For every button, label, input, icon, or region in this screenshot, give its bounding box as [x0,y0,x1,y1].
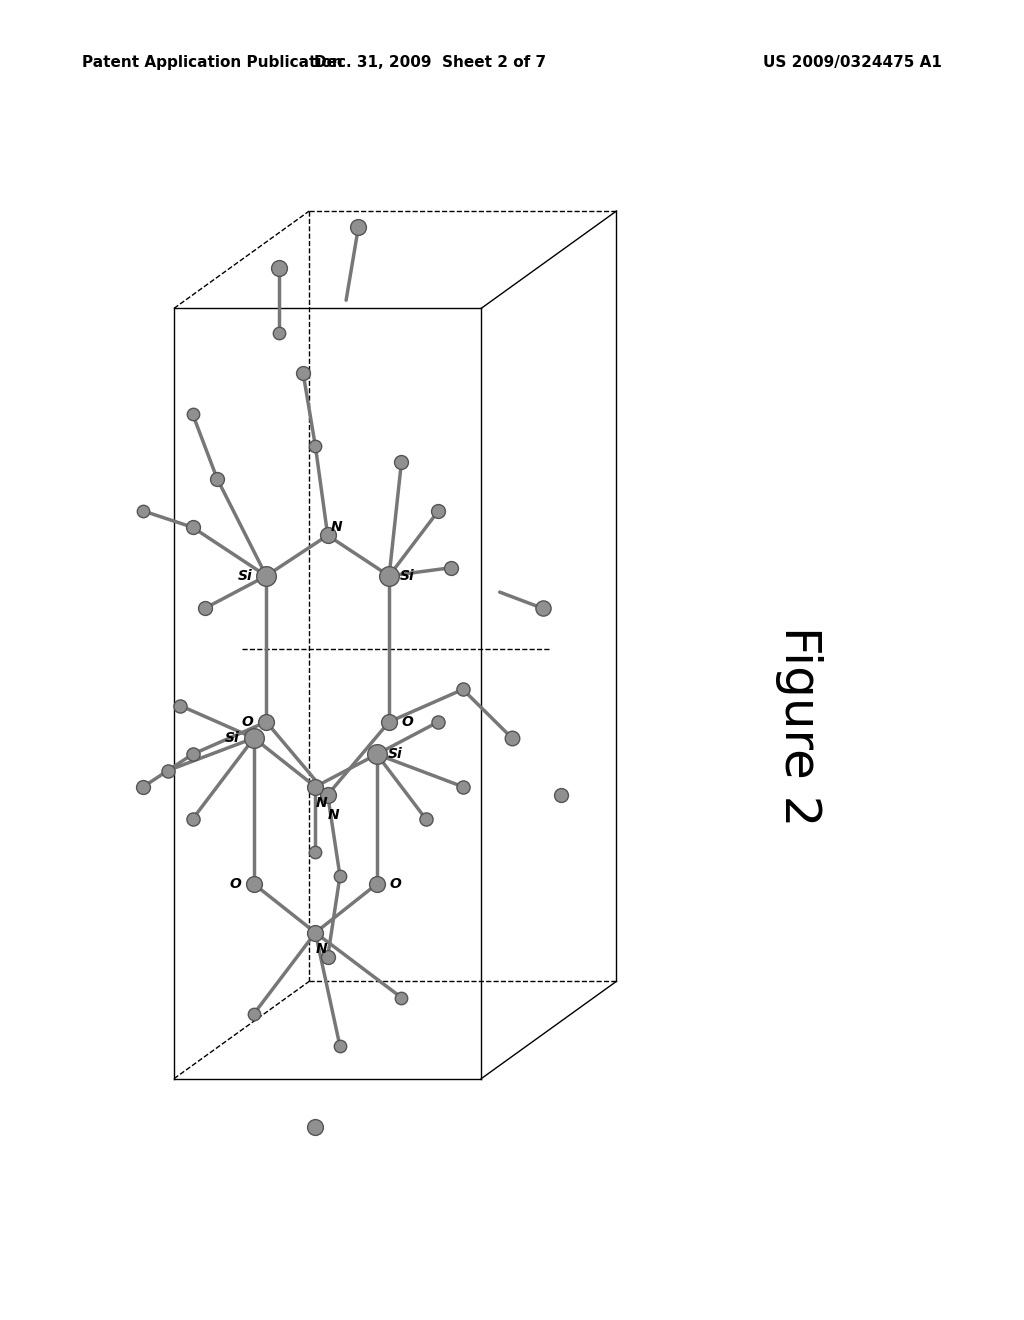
Point [270,322,287,343]
Text: Dec. 31, 2009  Sheet 2 of 7: Dec. 31, 2009 Sheet 2 of 7 [314,55,546,70]
Point [184,743,201,764]
Text: O: O [401,715,414,729]
Point [135,776,152,797]
Point [184,809,201,830]
Point [258,711,274,733]
Point [246,874,262,895]
Text: O: O [229,876,242,891]
Point [307,776,324,797]
Point [172,696,188,717]
Point [307,923,324,944]
Point [319,946,336,968]
Point [504,727,520,748]
Text: N: N [328,808,340,822]
Point [307,1117,324,1138]
Text: Si: Si [225,731,240,744]
Point [430,500,446,521]
Point [270,257,287,279]
Point [295,363,311,384]
Point [197,598,213,619]
Point [246,727,262,748]
Point [258,565,274,586]
Point [184,403,201,424]
Text: Si: Si [238,569,252,583]
Point [369,743,385,764]
Point [350,216,367,238]
Point [332,1036,348,1057]
Point [332,866,348,887]
Text: Si: Si [400,569,415,583]
Point [209,469,225,490]
Point [381,565,397,586]
Text: Si: Si [388,747,402,762]
Point [307,436,324,457]
Text: US 2009/0324475 A1: US 2009/0324475 A1 [763,55,942,70]
Point [369,874,385,895]
Point [246,1003,262,1024]
Point [535,598,551,619]
Text: Figure 2: Figure 2 [775,626,822,826]
Point [319,525,336,546]
Text: N: N [331,520,343,535]
Point [160,760,176,781]
Point [430,711,446,733]
Point [381,711,397,733]
Point [393,451,410,473]
Point [135,500,152,521]
Point [455,776,471,797]
Text: Patent Application Publication: Patent Application Publication [82,55,343,70]
Point [455,678,471,700]
Point [553,784,569,805]
Point [393,987,410,1008]
Point [307,841,324,862]
Point [184,516,201,537]
Point [442,557,459,578]
Point [319,784,336,805]
Text: O: O [242,715,254,729]
Point [418,809,434,830]
Text: N: N [315,942,328,956]
Text: N: N [315,796,328,810]
Text: O: O [389,876,401,891]
